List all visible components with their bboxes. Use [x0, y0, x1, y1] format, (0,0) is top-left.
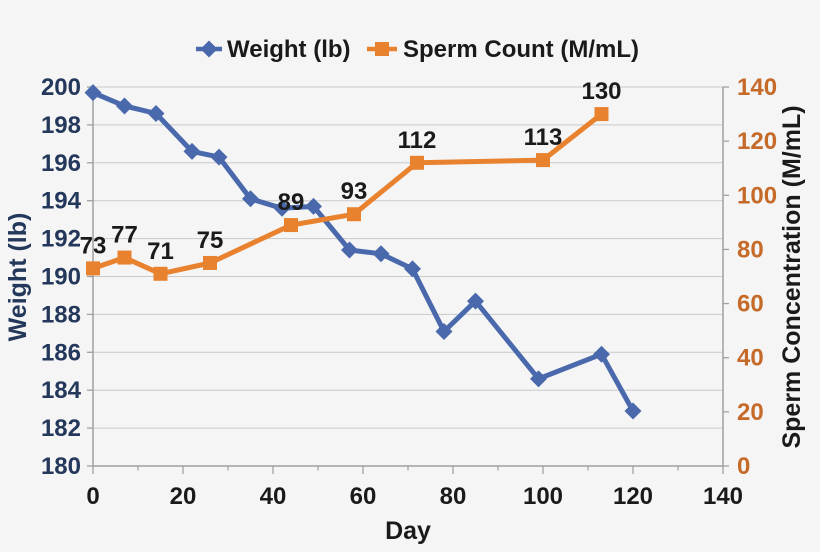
series-0-diamond-marker-icon: [84, 84, 102, 102]
series-0-diamond-marker-icon: [435, 322, 453, 340]
left-axis-tick-label: 186: [41, 339, 81, 366]
legend-label: Weight (lb): [227, 36, 351, 63]
left-axis-tick-label: 182: [41, 415, 81, 442]
data-label: 113: [524, 124, 563, 151]
series-1-square-marker-icon: [594, 107, 609, 122]
series-1-square-marker-icon: [536, 153, 550, 168]
left-axis-tick-label: 198: [41, 112, 81, 139]
x-axis-title: Day: [385, 517, 431, 545]
series-0-diamond-marker-icon: [341, 241, 358, 259]
data-label: 93: [341, 178, 368, 205]
series-0-diamond-marker-icon: [530, 370, 547, 388]
x-axis-tick-label: 60: [350, 483, 377, 510]
series-0-diamond-marker-icon: [210, 148, 228, 166]
series-1-square-marker-icon: [347, 207, 361, 222]
x-axis-tick-label: 40: [260, 483, 287, 510]
right-axis-title: Sperm Concentration (M/mL): [778, 105, 806, 448]
left-axis-tick-label: 184: [41, 377, 82, 404]
legend-0-diamond-marker-icon: [200, 40, 218, 58]
right-axis-tick-label: 100: [737, 182, 777, 209]
series-1-square-marker-icon: [117, 250, 132, 265]
series-1-square-marker-icon: [410, 155, 424, 170]
right-axis-tick-label: 20: [737, 399, 764, 426]
left-axis-tick-label: 192: [41, 226, 81, 253]
series-0-diamond-marker-icon: [147, 105, 165, 123]
left-axis-tick-label: 196: [41, 150, 81, 177]
x-axis-tick-label: 80: [440, 483, 467, 510]
data-label: 112: [398, 127, 437, 154]
series-0-diamond-marker-icon: [624, 402, 642, 420]
series-1-square-marker-icon: [153, 266, 168, 281]
series-0-diamond-marker-icon: [593, 345, 610, 363]
x-axis-tick-label: 20: [170, 483, 197, 510]
left-axis-tick-label: 180: [41, 453, 81, 480]
data-label: 89: [278, 189, 305, 216]
legend-1-square-marker-icon: [375, 42, 389, 56]
right-axis-tick-label: 140: [737, 74, 777, 101]
series-1-square-marker-icon: [86, 261, 100, 276]
right-axis-tick-label: 60: [737, 291, 764, 318]
data-label: 75: [197, 227, 224, 254]
right-axis-tick-label: 40: [737, 345, 764, 372]
right-axis-tick-label: 120: [737, 128, 777, 155]
series-1-square-marker-icon: [203, 255, 217, 270]
legend-label: Sperm Count (M/mL): [403, 36, 639, 63]
left-axis-title: Weight (lb): [4, 213, 32, 342]
x-axis-tick-label: 140: [703, 483, 743, 510]
x-axis-tick-label: 100: [523, 483, 563, 510]
x-axis-tick-label: 0: [86, 483, 99, 510]
series-0-diamond-marker-icon: [183, 142, 201, 160]
series-0-diamond-marker-icon: [305, 197, 322, 215]
left-axis-tick-label: 188: [41, 301, 81, 328]
right-axis-tick-label: 0: [737, 453, 750, 480]
series-0-diamond-marker-icon: [467, 292, 484, 310]
x-axis-tick-label: 120: [613, 483, 653, 510]
data-label: 73: [80, 232, 107, 259]
left-axis-tick-label: 190: [41, 264, 81, 291]
series-line-0: [90, 90, 636, 414]
series-0-diamond-marker-icon: [116, 97, 133, 115]
left-axis-tick-label: 194: [41, 188, 82, 215]
data-label: 130: [581, 78, 621, 105]
series-1-square-marker-icon: [284, 218, 298, 233]
series-0-diamond-marker-icon: [372, 245, 390, 263]
data-label: 77: [111, 222, 138, 249]
right-axis-tick-label: 80: [737, 236, 764, 263]
left-axis-tick-label: 200: [41, 74, 81, 101]
series-0-diamond-marker-icon: [242, 190, 259, 208]
series-0-diamond-marker-icon: [273, 199, 291, 217]
data-label: 71: [147, 238, 174, 265]
series-0-diamond-marker-icon: [404, 260, 421, 278]
